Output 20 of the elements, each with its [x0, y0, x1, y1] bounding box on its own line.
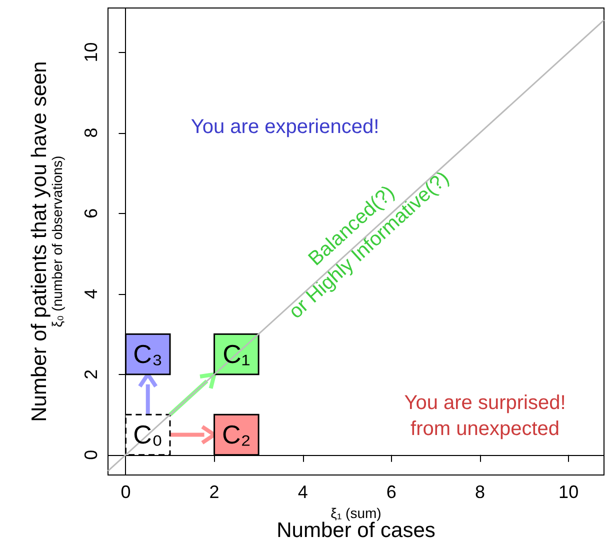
x-axis-title: ξ₁ (sum) Number of cases: [276, 504, 436, 542]
annotation: You are surprised! from unexpected: [404, 392, 566, 440]
y-tick-label: 4: [81, 288, 101, 299]
x-tick-label: 2: [209, 482, 220, 502]
x-tick-label: 0: [120, 482, 131, 502]
legend-label: C₂: [222, 420, 251, 450]
y-tick-label: 6: [81, 208, 101, 218]
x-tick-label: 6: [386, 482, 396, 502]
x-tick-label: 10: [558, 482, 579, 502]
y-tick-label: 2: [81, 369, 101, 380]
annotation: You are experienced!: [190, 116, 380, 138]
series-label: C₃: [133, 339, 163, 370]
x-tick-label: 8: [474, 482, 486, 502]
series-label: C₀: [133, 420, 163, 450]
y-tick-label: 0: [81, 450, 101, 460]
y-axis-title: Number of patients that you have seen ξ₀ (number of observations): [28, 61, 65, 422]
y-tick-label: 8: [81, 128, 101, 138]
y-tick-label: 10: [81, 42, 101, 62]
series-label: C₁: [222, 339, 250, 370]
x-tick-label: 4: [298, 482, 308, 502]
